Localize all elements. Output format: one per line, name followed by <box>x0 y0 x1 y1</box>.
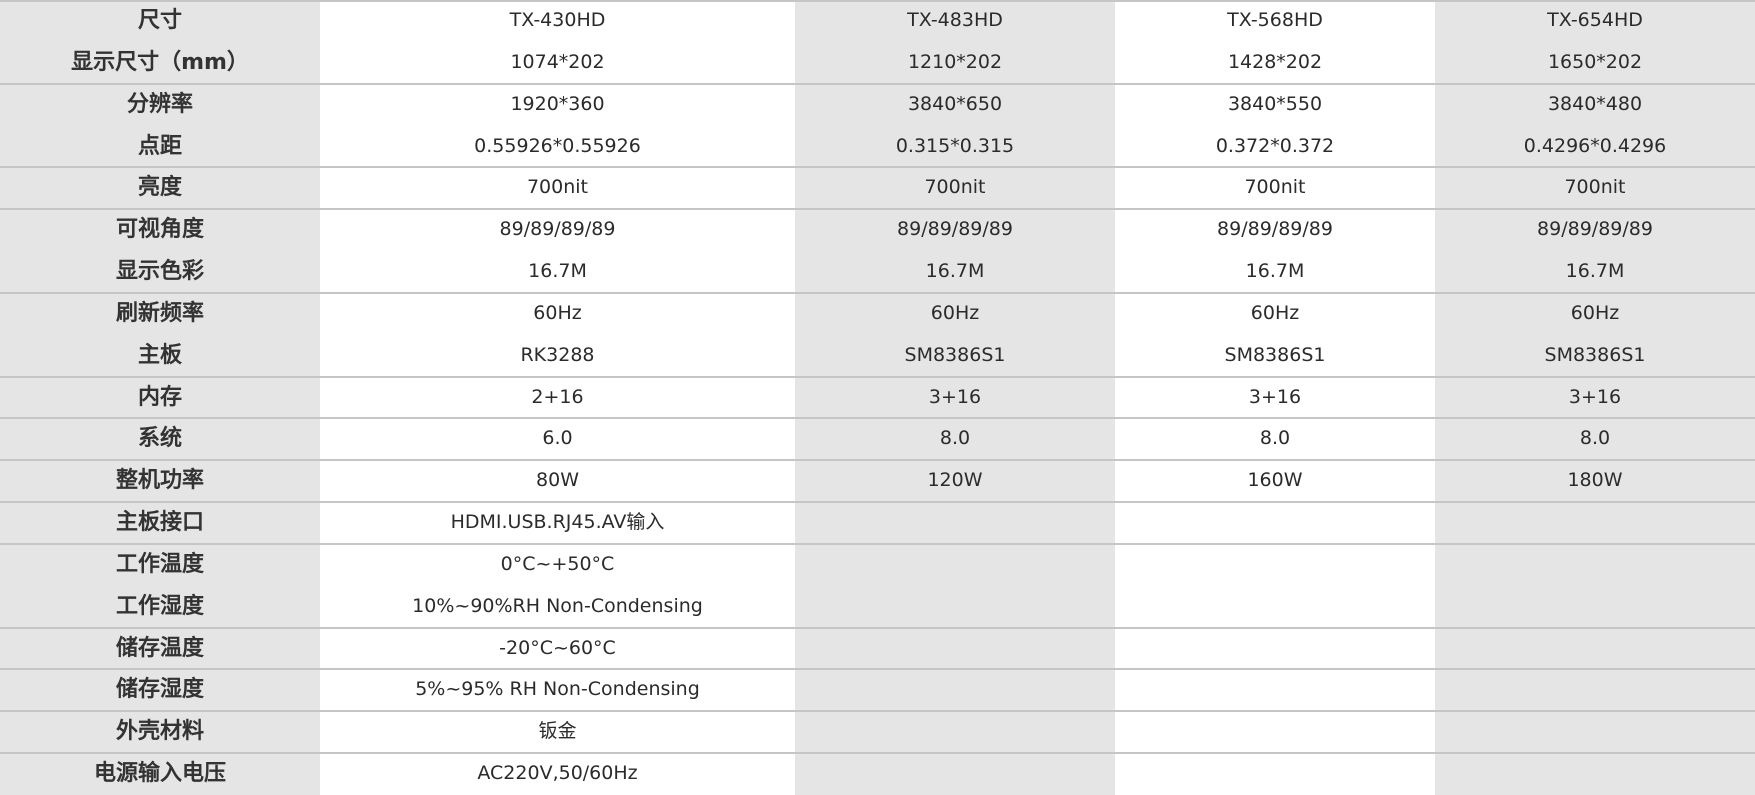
spec-value: 16.7M <box>1245 260 1305 283</box>
spec-value: 60Hz <box>930 301 980 324</box>
row-divider <box>0 166 1755 168</box>
spec-value: -20°C~60°C <box>499 636 616 659</box>
spec-label: 外壳材料 <box>115 719 204 745</box>
header-label: 尺寸 <box>137 8 182 33</box>
spec-value: 3+16 <box>1248 385 1302 408</box>
model-name: TX-568HD <box>1227 9 1323 31</box>
spec-value: 1650*202 <box>1547 50 1643 73</box>
spec-value: 钣金 <box>538 720 577 743</box>
spec-value: 89/89/89/89 <box>897 218 1013 241</box>
spec-value: 0.372*0.372 <box>1215 134 1335 157</box>
spec-value: RK3288 <box>520 343 595 366</box>
model-column-4 <box>1435 0 1755 795</box>
spec-value: 120W <box>927 469 983 492</box>
spec-value: 700nit <box>1244 176 1306 199</box>
row-divider <box>0 417 1755 419</box>
spec-value: 3840*650 <box>907 92 1003 115</box>
spec-value: 160W <box>1247 469 1303 492</box>
spec-value: 80W <box>536 469 579 492</box>
spec-value: 8.0 <box>939 427 971 450</box>
spec-label: 亮度 <box>137 175 182 201</box>
spec-value: SM8386S1 <box>1224 343 1326 366</box>
row-divider <box>0 83 1755 85</box>
spec-value: 60Hz <box>1570 301 1620 324</box>
spec-value: 3840*480 <box>1547 92 1643 115</box>
spec-label: 储存湿度 <box>115 677 204 703</box>
spec-value: 1428*202 <box>1227 50 1323 73</box>
spec-label: 工作温度 <box>115 551 204 577</box>
row-divider <box>0 543 1755 545</box>
spec-value: SM8386S1 <box>904 343 1006 366</box>
spec-label: 分辨率 <box>126 91 193 117</box>
spec-label: 显示尺寸（mm） <box>71 49 249 75</box>
spec-value: 6.0 <box>542 427 573 450</box>
spec-value: 700nit <box>924 176 986 199</box>
spec-label: 储存温度 <box>115 635 204 661</box>
spec-value: 89/89/89/89 <box>499 218 616 241</box>
model-name: TX-654HD <box>1547 9 1643 31</box>
spec-label: 点距 <box>137 133 182 159</box>
row-divider <box>0 752 1755 754</box>
model-column-2 <box>795 0 1115 795</box>
spec-value: 8.0 <box>1259 427 1291 450</box>
row-divider <box>0 668 1755 670</box>
spec-value: 8.0 <box>1579 427 1611 450</box>
row-divider <box>0 627 1755 629</box>
spec-value: 16.7M <box>1565 260 1625 283</box>
spec-value: HDMI.USB.RJ45.AV输入 <box>450 511 665 534</box>
spec-label: 显示色彩 <box>115 259 204 285</box>
spec-value: 16.7M <box>925 260 985 283</box>
spec-label: 主板接口 <box>115 510 204 536</box>
row-divider <box>0 710 1755 712</box>
row-divider <box>0 459 1755 461</box>
spec-value: 5%~95% RH Non-Condensing <box>415 678 700 701</box>
spec-label: 刷新频率 <box>115 300 204 326</box>
spec-value: 700nit <box>526 176 589 199</box>
spec-value: 1920*360 <box>510 92 605 115</box>
spec-value: 10%~90%RH Non-Condensing <box>412 594 703 617</box>
spec-value: 1074*202 <box>510 50 605 73</box>
model-name: TX-483HD <box>907 9 1003 31</box>
label-column <box>0 0 320 795</box>
spec-value: 0°C~+50°C <box>500 552 615 575</box>
spec-value: 180W <box>1567 469 1623 492</box>
spec-label: 工作湿度 <box>115 593 204 619</box>
spec-value: AC220V,50/60Hz <box>477 762 638 785</box>
spec-label: 内存 <box>137 384 182 410</box>
spec-value: SM8386S1 <box>1544 343 1646 366</box>
spec-value: 0.315*0.315 <box>895 134 1015 157</box>
row-divider <box>0 208 1755 210</box>
spec-label: 主板 <box>137 342 182 368</box>
spec-label: 电源输入电压 <box>93 761 226 787</box>
spec-value: 1210*202 <box>907 50 1003 73</box>
spec-value: 89/89/89/89 <box>1537 218 1653 241</box>
spec-label: 整机功率 <box>115 468 204 494</box>
spec-label: 可视角度 <box>115 217 204 243</box>
spec-value: 16.7M <box>528 260 587 283</box>
spec-value: 0.55926*0.55926 <box>474 134 641 157</box>
spec-value: 89/89/89/89 <box>1217 218 1333 241</box>
model-column-1 <box>320 0 795 795</box>
spec-value: 3+16 <box>928 385 982 408</box>
spec-value: 2+16 <box>531 385 584 408</box>
spec-value: 700nit <box>1564 176 1626 199</box>
model-name: TX-430HD <box>509 9 606 31</box>
row-divider <box>0 0 1755 2</box>
spec-value: 60Hz <box>1250 301 1300 324</box>
spec-value: 0.4296*0.4296 <box>1523 134 1667 157</box>
row-divider <box>0 292 1755 294</box>
spec-value: 3+16 <box>1568 385 1622 408</box>
row-divider <box>0 376 1755 378</box>
spec-label: 系统 <box>137 426 182 452</box>
spec-value: 3840*550 <box>1227 92 1323 115</box>
spec-value: 60Hz <box>533 301 582 324</box>
model-column-3 <box>1115 0 1435 795</box>
row-divider <box>0 501 1755 503</box>
